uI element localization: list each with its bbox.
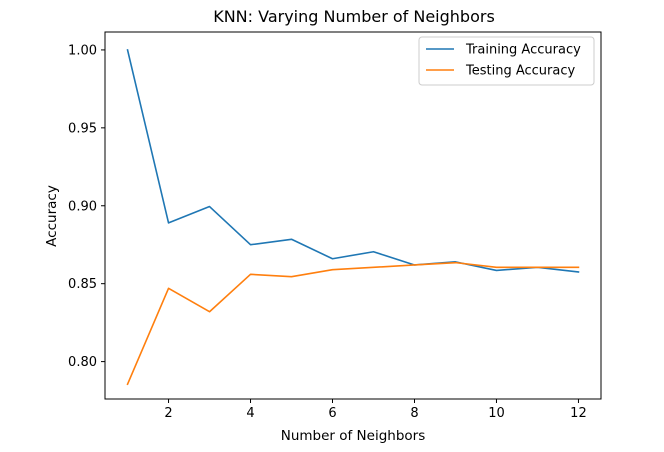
y-tick-label: 0.80: [68, 355, 97, 370]
series-line-testing: [126, 261, 580, 386]
plot-area: [104, 31, 602, 400]
y-tick-label: 0.85: [68, 277, 97, 292]
y-tick-label: 1.00: [68, 43, 97, 58]
x-tick-label: 12: [570, 406, 587, 421]
series-lines: [126, 48, 580, 386]
y-tick-label: 0.95: [68, 121, 97, 136]
x-axis: 2 4 6 8 10 12: [164, 399, 587, 421]
x-tick-label: 4: [246, 406, 254, 421]
x-tick-label: 10: [488, 406, 505, 421]
x-axis-label: Number of Neighbors: [281, 428, 426, 444]
series-line-training: [126, 48, 580, 273]
y-tick-label: 0.90: [68, 199, 97, 214]
y-axis: 0.80 0.85 0.90 0.95 1.00: [68, 43, 105, 370]
chart-title: KNN: Varying Number of Neighbors: [213, 7, 495, 26]
legend-box: [418, 36, 595, 86]
legend: Training Accuracy Testing Accuracy: [418, 36, 595, 86]
x-tick-label: 8: [410, 406, 418, 421]
x-tick-label: 2: [164, 406, 172, 421]
y-axis-label: Accuracy: [44, 185, 60, 247]
legend-label-testing: Testing Accuracy: [465, 64, 575, 79]
legend-label-training: Training Accuracy: [465, 43, 581, 58]
x-tick-label: 6: [328, 406, 336, 421]
